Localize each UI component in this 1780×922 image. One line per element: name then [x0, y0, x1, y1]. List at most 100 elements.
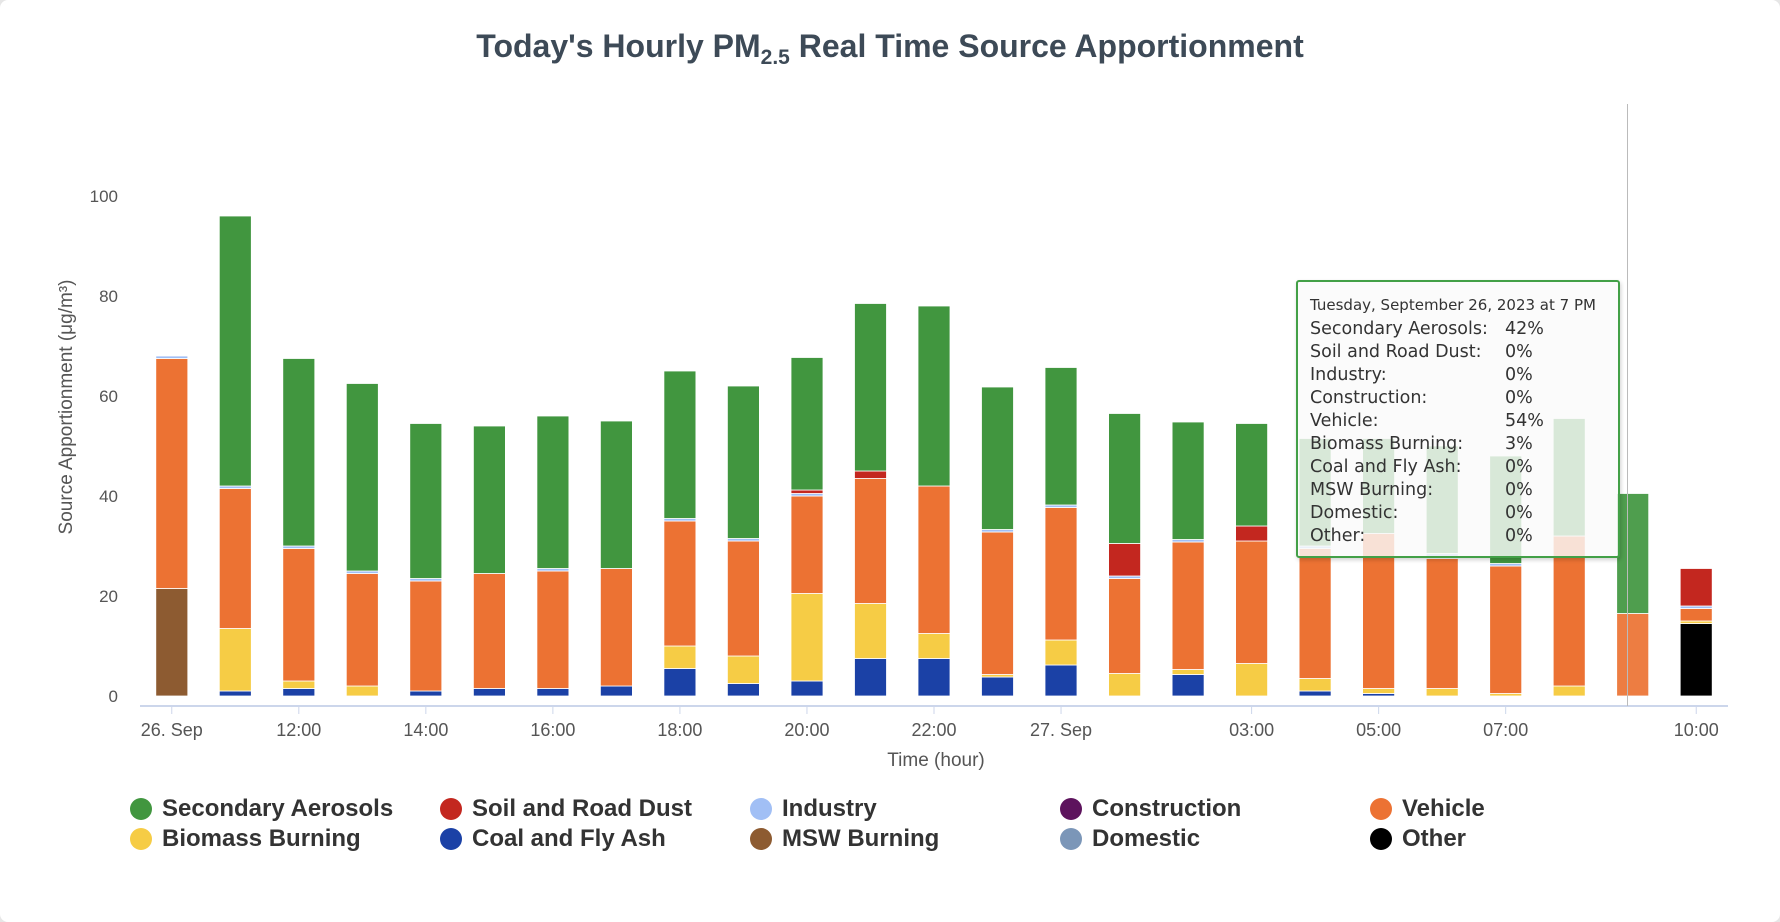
- bar-stack[interactable]: [663, 370, 697, 697]
- bar-segment[interactable]: [917, 658, 951, 697]
- legend-item[interactable]: Construction: [1060, 795, 1370, 822]
- bar-segment[interactable]: [790, 680, 824, 697]
- bar-segment[interactable]: [981, 386, 1014, 530]
- bar-stack[interactable]: [409, 423, 443, 697]
- bar-segment[interactable]: [345, 685, 379, 697]
- bar-segment[interactable]: [1616, 613, 1650, 697]
- bar-segment[interactable]: [854, 303, 887, 472]
- bar-stack[interactable]: [282, 358, 316, 697]
- bar-segment[interactable]: [472, 688, 506, 697]
- bar-segment[interactable]: [409, 423, 443, 579]
- bar-stack[interactable]: [155, 355, 189, 697]
- bar-stack[interactable]: [1235, 423, 1268, 697]
- bar-stack[interactable]: [1171, 421, 1205, 697]
- bar-segment[interactable]: [1679, 623, 1713, 697]
- legend-item[interactable]: Other: [1370, 825, 1680, 852]
- bar-segment[interactable]: [1235, 525, 1268, 542]
- bar-segment[interactable]: [472, 425, 506, 574]
- bar-segment[interactable]: [345, 383, 379, 572]
- bar-stack[interactable]: [345, 383, 379, 697]
- bar-stack[interactable]: [981, 386, 1014, 697]
- bar-segment[interactable]: [218, 488, 252, 629]
- bar-segment[interactable]: [1044, 367, 1078, 506]
- bar-segment[interactable]: [1171, 674, 1205, 697]
- bar-segment[interactable]: [1235, 423, 1268, 527]
- bar-segment[interactable]: [345, 573, 379, 687]
- bar-segment[interactable]: [1552, 685, 1586, 697]
- legend-item[interactable]: Soil and Road Dust: [440, 795, 750, 822]
- legend-item[interactable]: Domestic: [1060, 825, 1370, 852]
- bar-segment[interactable]: [1108, 413, 1141, 544]
- bar-segment[interactable]: [282, 680, 316, 689]
- bar-segment[interactable]: [1489, 565, 1523, 694]
- bar-stack[interactable]: [1108, 413, 1141, 697]
- bar-segment[interactable]: [282, 688, 316, 697]
- legend-item[interactable]: Industry: [750, 795, 1060, 822]
- bar-segment[interactable]: [218, 628, 252, 692]
- bar-stack[interactable]: [472, 425, 506, 697]
- bar-segment[interactable]: [1235, 540, 1268, 664]
- bar-segment[interactable]: [1108, 578, 1141, 674]
- bar-segment[interactable]: [218, 690, 252, 697]
- bar-segment[interactable]: [1362, 533, 1395, 689]
- bar-segment[interactable]: [1171, 541, 1205, 670]
- legend-item[interactable]: Vehicle: [1370, 795, 1680, 822]
- bar-stack[interactable]: [600, 420, 633, 697]
- bar-stack[interactable]: [218, 215, 252, 697]
- bar-segment[interactable]: [917, 485, 951, 634]
- bar-segment[interactable]: [600, 420, 633, 569]
- bar-segment[interactable]: [790, 357, 824, 491]
- bar-segment[interactable]: [1171, 669, 1205, 675]
- bar-segment[interactable]: [727, 655, 760, 684]
- bar-segment[interactable]: [663, 370, 697, 519]
- bar-stack[interactable]: [790, 357, 824, 697]
- bar-segment[interactable]: [1044, 639, 1078, 666]
- bar-segment[interactable]: [917, 633, 951, 659]
- bar-segment[interactable]: [981, 676, 1014, 697]
- bar-segment[interactable]: [409, 580, 443, 692]
- bar-segment[interactable]: [409, 690, 443, 697]
- bar-segment[interactable]: [790, 489, 824, 494]
- bar-segment[interactable]: [155, 355, 189, 359]
- bar-segment[interactable]: [1044, 664, 1078, 697]
- bar-stack[interactable]: [854, 303, 887, 697]
- bar-segment[interactable]: [1679, 568, 1713, 607]
- bar-segment[interactable]: [155, 588, 189, 697]
- bar-segment[interactable]: [854, 658, 887, 697]
- bar-segment[interactable]: [1552, 535, 1586, 687]
- bar-segment[interactable]: [854, 478, 887, 604]
- bar-segment[interactable]: [1425, 688, 1459, 697]
- bar-segment[interactable]: [1616, 493, 1650, 614]
- bar-segment[interactable]: [1298, 548, 1332, 679]
- bar-stack[interactable]: [1679, 568, 1713, 697]
- bar-segment[interactable]: [1108, 673, 1141, 697]
- bar-segment[interactable]: [1679, 608, 1713, 622]
- bar-stack[interactable]: [917, 305, 951, 697]
- bar-segment[interactable]: [1235, 663, 1268, 697]
- bar-stack[interactable]: [727, 385, 760, 697]
- bar-stack[interactable]: [1044, 367, 1078, 697]
- bar-segment[interactable]: [282, 548, 316, 682]
- bar-segment[interactable]: [1362, 688, 1395, 694]
- bar-segment[interactable]: [536, 688, 570, 697]
- bar-segment[interactable]: [790, 495, 824, 594]
- bar-segment[interactable]: [727, 540, 760, 657]
- legend-item[interactable]: Coal and Fly Ash: [440, 825, 750, 852]
- bar-segment[interactable]: [1108, 543, 1141, 577]
- bar-segment[interactable]: [854, 470, 887, 479]
- bar-stack[interactable]: [1616, 493, 1650, 697]
- bar-segment[interactable]: [1425, 558, 1459, 689]
- bar-segment[interactable]: [663, 520, 697, 647]
- bar-segment[interactable]: [663, 668, 697, 697]
- bar-segment[interactable]: [472, 573, 506, 689]
- bar-segment[interactable]: [282, 358, 316, 547]
- bar-segment[interactable]: [1298, 690, 1332, 697]
- legend-item[interactable]: Biomass Burning: [130, 825, 440, 852]
- bar-segment[interactable]: [727, 683, 760, 697]
- bar-segment[interactable]: [663, 645, 697, 669]
- bar-segment[interactable]: [600, 685, 633, 697]
- bar-segment[interactable]: [600, 568, 633, 687]
- legend-item[interactable]: Secondary Aerosols: [130, 795, 440, 822]
- legend-item[interactable]: MSW Burning: [750, 825, 1060, 852]
- bar-segment[interactable]: [536, 570, 570, 689]
